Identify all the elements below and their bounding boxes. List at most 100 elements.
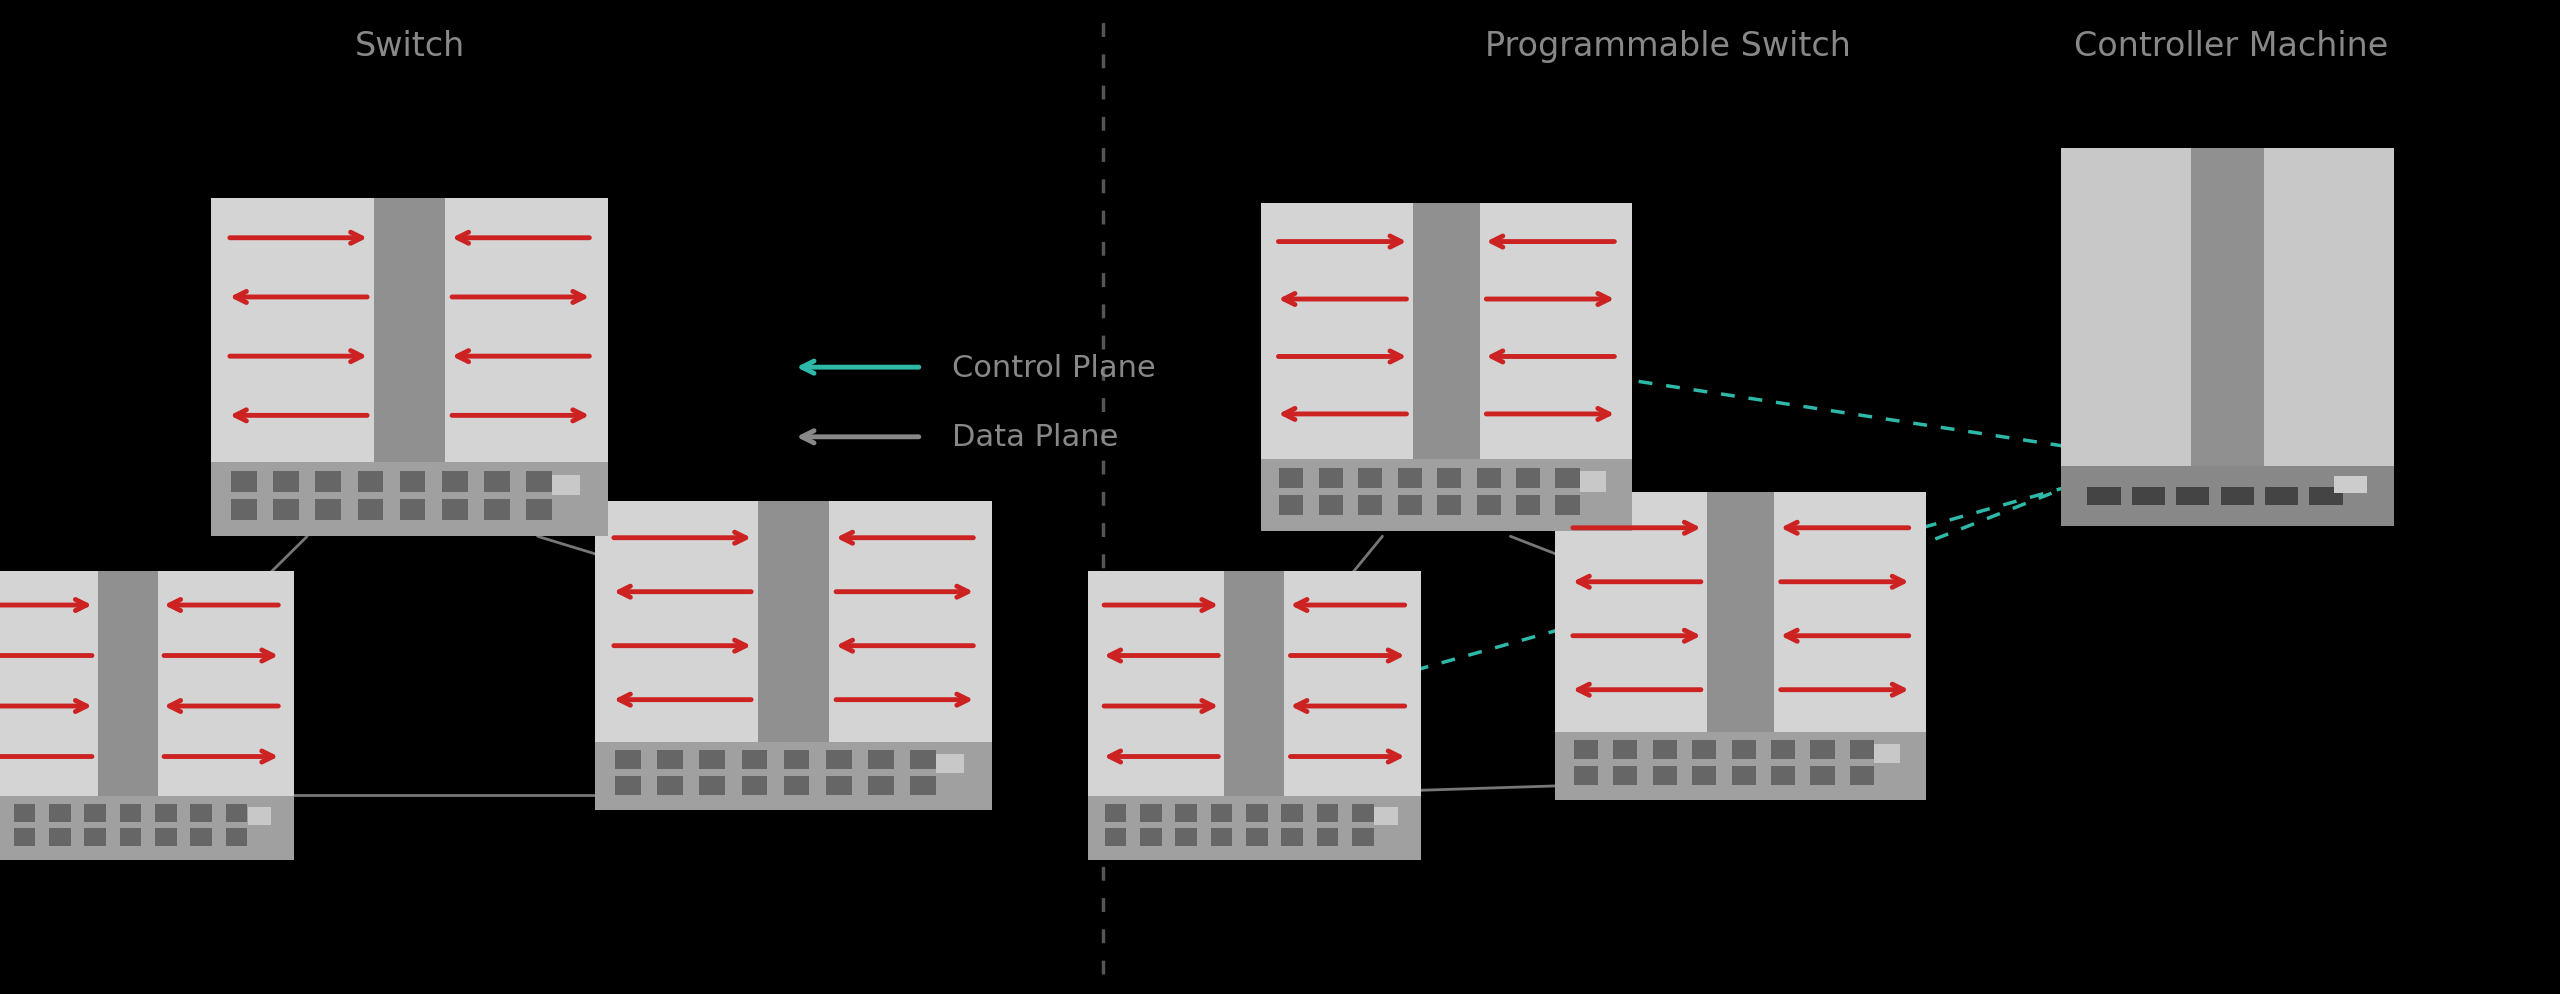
Bar (358, 500, 384, 521)
Bar (699, 750, 724, 769)
Bar (1398, 468, 1421, 488)
Bar (1810, 741, 1836, 759)
Bar (1580, 472, 1605, 492)
Bar (614, 776, 640, 795)
Bar (1375, 807, 1398, 825)
Bar (1772, 741, 1795, 759)
Bar (1556, 733, 1928, 800)
Bar (1247, 804, 1267, 822)
Bar (594, 743, 991, 810)
Bar (1477, 496, 1500, 516)
Bar (49, 804, 72, 822)
Bar (1280, 496, 1303, 516)
Bar (1613, 741, 1638, 759)
Bar (783, 750, 809, 769)
Bar (1692, 766, 1715, 785)
Bar (614, 750, 640, 769)
Bar (443, 500, 468, 521)
Text: Data Plane: Data Plane (952, 422, 1119, 452)
Bar (1352, 804, 1375, 822)
Bar (1556, 492, 1928, 800)
Bar (1318, 468, 1344, 488)
Bar (1574, 766, 1597, 785)
Bar (1283, 804, 1303, 822)
Bar (2061, 466, 2394, 527)
Bar (120, 804, 141, 822)
Bar (2086, 487, 2120, 506)
Bar (374, 199, 445, 537)
Bar (399, 500, 425, 521)
Bar (1359, 496, 1382, 516)
Bar (911, 750, 937, 769)
Text: Controller Machine: Controller Machine (2074, 30, 2388, 63)
Bar (2220, 487, 2253, 506)
Bar (1556, 468, 1580, 488)
Bar (527, 471, 553, 492)
Bar (1247, 828, 1267, 846)
Bar (212, 462, 609, 537)
Bar (911, 776, 937, 795)
Bar (1810, 766, 1836, 785)
Bar (783, 776, 809, 795)
Bar (1516, 496, 1541, 516)
Bar (484, 471, 509, 492)
Bar (699, 776, 724, 795)
Bar (1574, 741, 1597, 759)
Bar (274, 471, 300, 492)
Bar (1175, 804, 1198, 822)
Bar (1516, 468, 1541, 488)
Bar (1477, 468, 1500, 488)
Bar (658, 776, 684, 795)
Bar (358, 471, 384, 492)
Bar (1613, 766, 1638, 785)
Bar (594, 502, 991, 810)
Bar (1088, 796, 1421, 860)
Bar (827, 776, 852, 795)
Bar (742, 776, 768, 795)
Bar (1436, 468, 1462, 488)
Text: Programmable Switch: Programmable Switch (1485, 30, 1851, 63)
Bar (1318, 496, 1344, 516)
Bar (742, 750, 768, 769)
Bar (1139, 828, 1162, 846)
Bar (1106, 828, 1126, 846)
Bar (1224, 572, 1285, 860)
Bar (189, 828, 212, 846)
Bar (212, 199, 609, 537)
Bar (868, 750, 893, 769)
Bar (1280, 468, 1303, 488)
Bar (1692, 741, 1715, 759)
Bar (1772, 766, 1795, 785)
Bar (84, 828, 105, 846)
Bar (868, 776, 893, 795)
Bar (230, 471, 256, 492)
Bar (0, 796, 294, 860)
Bar (1731, 766, 1756, 785)
Bar (120, 828, 141, 846)
Bar (1398, 496, 1421, 516)
Bar (2132, 487, 2166, 506)
Bar (937, 753, 965, 772)
Bar (527, 500, 553, 521)
Bar (2061, 149, 2394, 527)
Text: Switch: Switch (353, 30, 466, 63)
Bar (658, 750, 684, 769)
Bar (225, 804, 248, 822)
Bar (1731, 741, 1756, 759)
Bar (156, 828, 177, 846)
Bar (248, 807, 271, 825)
Bar (1413, 204, 1480, 532)
Bar (2266, 487, 2299, 506)
Bar (1352, 828, 1375, 846)
Bar (1556, 496, 1580, 516)
Bar (1175, 828, 1198, 846)
Bar (827, 750, 852, 769)
Bar (49, 828, 72, 846)
Bar (1211, 804, 1231, 822)
Bar (2191, 149, 2263, 527)
Bar (2309, 487, 2342, 506)
Bar (1708, 492, 1774, 800)
Bar (1260, 204, 1633, 532)
Bar (13, 804, 36, 822)
Bar (1260, 459, 1633, 532)
